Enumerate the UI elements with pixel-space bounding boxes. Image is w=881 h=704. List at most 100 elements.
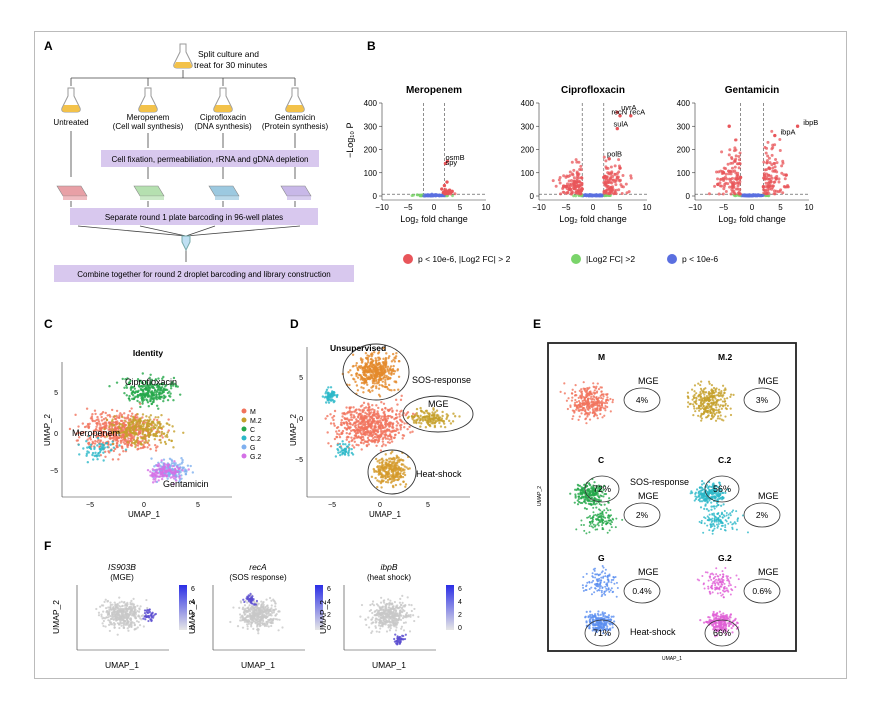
- umap-point: [118, 444, 121, 447]
- volcano-point: [559, 192, 563, 196]
- volcano-point: [767, 177, 771, 181]
- umap-point: [115, 444, 119, 448]
- umap-point: [584, 417, 587, 421]
- umap-point: [592, 405, 595, 408]
- umap-point: [609, 523, 612, 526]
- volcano-point: [729, 192, 733, 196]
- umap-point: [122, 421, 126, 425]
- volcano-xtick: 10: [643, 203, 652, 212]
- umap-point: [142, 398, 146, 402]
- umap-point: [569, 405, 572, 409]
- umap-point: [355, 418, 358, 421]
- umap-point: [589, 521, 592, 524]
- umap-point: [697, 414, 700, 417]
- umap-point: [178, 463, 181, 466]
- umap-point: [404, 485, 407, 488]
- volcano-point: [778, 148, 782, 152]
- umap-point: [726, 404, 729, 407]
- umap-point: [384, 406, 387, 410]
- panel-c-umap-identity: Identity 5 0 −5 −5 0 5 UMAP_1 UMAP_2 Cip…: [43, 348, 262, 519]
- umap-point: [390, 389, 393, 392]
- umap-point: [389, 435, 392, 438]
- umap-point: [342, 412, 346, 416]
- umap-point: [692, 414, 695, 417]
- umap-point: [108, 385, 111, 388]
- umap-point: [593, 525, 596, 528]
- condition-ciprofloxacin-sub: (DNA synthesis): [194, 122, 252, 131]
- volcano-point: [722, 166, 726, 170]
- umap-point: [386, 422, 390, 426]
- c-xtick-0: 0: [142, 502, 146, 509]
- umap-point: [395, 427, 398, 430]
- umap-point: [348, 406, 351, 410]
- umap-point: [360, 377, 364, 380]
- umap-point: [117, 458, 120, 461]
- umap-point: [581, 399, 584, 403]
- umap-point: [442, 419, 446, 423]
- volcano-point: [418, 194, 422, 198]
- umap-point: [148, 443, 151, 447]
- volcano-point: [583, 193, 587, 197]
- umap-point: [439, 425, 443, 428]
- umap-point: [121, 415, 124, 419]
- umap-point: [329, 422, 333, 425]
- umap-point: [137, 447, 140, 451]
- volcano-xtick: −10: [532, 203, 546, 212]
- umap-point: [610, 526, 613, 529]
- umap-point: [603, 509, 606, 512]
- umap-point: [399, 428, 402, 431]
- volcano-point: [625, 191, 629, 195]
- umap-point: [378, 468, 381, 471]
- umap-point: [348, 432, 352, 435]
- umap-point: [594, 408, 597, 411]
- volcano-point: [569, 192, 573, 196]
- volcano-point: [720, 150, 724, 154]
- umap-point: [375, 444, 378, 447]
- volcano-title: Gentamicin: [725, 85, 779, 96]
- umap-point: [134, 445, 137, 449]
- umap-point: [335, 430, 338, 433]
- volcano-ytick: 400: [521, 99, 535, 108]
- umap-point: [606, 521, 609, 524]
- volcano-point: [578, 180, 582, 184]
- umap-point: [581, 501, 584, 505]
- umap-point: [137, 394, 140, 397]
- umap-point: [395, 420, 399, 423]
- umap-point: [104, 411, 107, 415]
- umap-point: [586, 394, 590, 397]
- umap-point: [102, 443, 105, 447]
- umap-point: [169, 392, 172, 395]
- volcano-point: [603, 182, 607, 186]
- c-ytick-m5: −5: [50, 468, 58, 475]
- volcano-point: [763, 188, 767, 192]
- umap-point: [689, 492, 692, 495]
- volcano-point: [727, 124, 731, 128]
- umap-point: [388, 441, 392, 444]
- umap-point: [712, 399, 715, 402]
- volcano-point: [565, 182, 569, 186]
- umap-point: [374, 426, 378, 429]
- volcano-point: [561, 184, 565, 188]
- umap-point: [142, 419, 145, 423]
- umap-point: [173, 460, 176, 463]
- umap-point: [351, 428, 354, 432]
- d-ytick-m5: −5: [295, 457, 303, 464]
- umap-point: [136, 436, 139, 439]
- umap-point: [348, 447, 351, 450]
- umap-point: [430, 414, 434, 417]
- volcano-point: [730, 156, 734, 160]
- umap-point: [332, 418, 335, 422]
- umap-point: [159, 441, 163, 444]
- volcano-point: [615, 110, 619, 115]
- panel-letter-a: A: [44, 39, 53, 53]
- umap-point: [123, 391, 126, 395]
- umap-point: [399, 483, 402, 486]
- umap-point: [391, 425, 394, 428]
- umap-point: [388, 460, 391, 464]
- umap-point: [354, 426, 358, 430]
- umap-point: [593, 386, 596, 389]
- umap-point: [582, 381, 585, 384]
- umap-point: [587, 492, 591, 495]
